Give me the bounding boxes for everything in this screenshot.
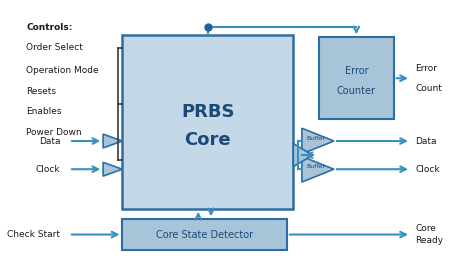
Text: Clock: Clock: [415, 165, 440, 174]
Text: Ready: Ready: [415, 236, 443, 246]
Polygon shape: [103, 162, 122, 176]
Text: PRBS: PRBS: [181, 103, 235, 120]
Text: Check Start: Check Start: [7, 230, 61, 239]
Text: Clock: Clock: [36, 165, 61, 174]
Text: Counter: Counter: [337, 86, 376, 96]
Polygon shape: [302, 156, 334, 182]
Polygon shape: [293, 143, 313, 167]
Text: Core: Core: [415, 224, 436, 233]
Text: Enables: Enables: [26, 107, 62, 116]
FancyBboxPatch shape: [122, 219, 287, 250]
Text: Error: Error: [344, 66, 368, 76]
Text: Power Down: Power Down: [26, 128, 82, 136]
Text: Controls:: Controls:: [26, 23, 72, 32]
Text: Order Select: Order Select: [26, 43, 83, 52]
FancyBboxPatch shape: [122, 35, 293, 209]
FancyBboxPatch shape: [319, 37, 394, 119]
Text: Error: Error: [415, 63, 437, 73]
Text: Core: Core: [185, 131, 231, 149]
Text: Buffer: Buffer: [306, 164, 325, 169]
Text: Resets: Resets: [26, 87, 56, 96]
Text: Core State Detector: Core State Detector: [156, 229, 253, 240]
Text: Data: Data: [39, 136, 61, 146]
Polygon shape: [103, 134, 122, 148]
Polygon shape: [302, 128, 334, 154]
Text: Operation Mode: Operation Mode: [26, 66, 99, 75]
Text: Buffer: Buffer: [306, 136, 325, 141]
Text: Count: Count: [415, 84, 442, 93]
Text: Data: Data: [415, 136, 437, 146]
